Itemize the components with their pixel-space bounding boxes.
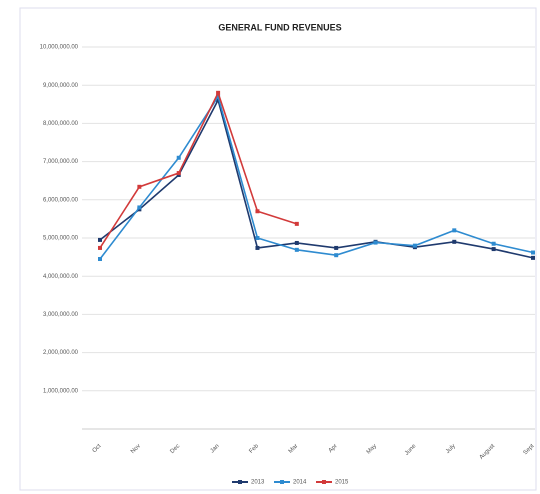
legend-label: 2015 xyxy=(335,480,349,486)
point xyxy=(255,209,260,214)
point xyxy=(334,253,339,258)
y-tick-label: 3,000,000.00 xyxy=(43,312,79,318)
y-tick-label: 10,000,000.00 xyxy=(40,45,79,51)
point xyxy=(412,243,417,248)
y-tick-label: 8,000,000.00 xyxy=(43,121,79,127)
x-tick-label: Oct xyxy=(92,443,103,454)
point xyxy=(98,257,102,262)
point xyxy=(294,221,299,226)
legend-marker xyxy=(238,480,242,484)
y-tick-label: 9,000,000.00 xyxy=(43,83,79,89)
x-tick-label: Mar xyxy=(288,443,300,455)
y-tick-label: 6,000,000.00 xyxy=(43,197,79,203)
point xyxy=(255,245,260,250)
point xyxy=(294,247,299,252)
point xyxy=(216,98,221,103)
point xyxy=(98,237,102,242)
point xyxy=(176,155,181,160)
legend-label: 2013 xyxy=(251,480,265,486)
legend-marker xyxy=(322,480,326,484)
point xyxy=(176,171,181,176)
point xyxy=(137,205,142,210)
x-tick-label: Nov xyxy=(130,443,142,455)
x-tick-label: July xyxy=(445,443,457,455)
y-tick-label: 4,000,000.00 xyxy=(43,274,79,280)
series-line xyxy=(99,97,534,259)
x-tick-label: Apr xyxy=(328,443,339,454)
point xyxy=(137,184,142,189)
point xyxy=(294,240,299,245)
point xyxy=(334,245,339,250)
series-line xyxy=(99,94,534,260)
point xyxy=(531,255,535,260)
point xyxy=(373,240,378,245)
y-tick-label: 2,000,000.00 xyxy=(43,350,79,356)
legend-label: 2014 xyxy=(293,480,307,486)
point xyxy=(491,241,496,246)
point xyxy=(531,250,535,255)
point xyxy=(255,236,260,240)
chart-frame xyxy=(19,7,537,491)
point xyxy=(216,94,221,99)
x-tick-label: Jan xyxy=(210,443,221,454)
point xyxy=(452,228,457,233)
series-line xyxy=(99,90,298,249)
point xyxy=(452,239,457,244)
chart-title: GENERAL FUND REVENUES xyxy=(218,22,341,32)
y-tick-label: 1,000,000.00 xyxy=(43,388,79,394)
y-tick-label: 5,000,000.00 xyxy=(43,236,79,242)
y-tick-label: 7,000,000.00 xyxy=(43,159,79,165)
point xyxy=(98,245,102,250)
legend-marker xyxy=(280,480,284,484)
point xyxy=(491,247,496,252)
point xyxy=(216,90,221,95)
x-tick-label: Dec xyxy=(169,443,181,455)
